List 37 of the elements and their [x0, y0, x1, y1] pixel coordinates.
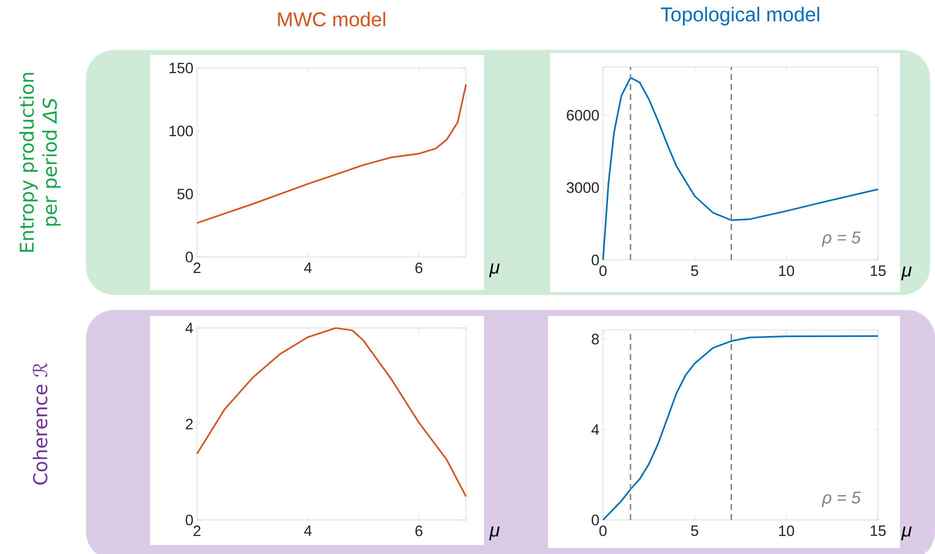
line-series	[196, 327, 467, 498]
x-tick-label: 6	[415, 262, 422, 274]
annotation: ρ = 5	[822, 232, 861, 247]
x-tick-label: 5	[691, 266, 698, 276]
x-tick-label: 5	[691, 526, 698, 536]
x-tick-label: 0	[599, 266, 607, 276]
annotation: ρ = 5	[822, 492, 861, 507]
x-tick-label: 0	[599, 526, 607, 536]
y-tick-label: 50	[177, 188, 193, 200]
x-axis-title: μ	[901, 266, 912, 280]
x-tick-label: 2	[194, 262, 200, 273]
x-tick-label: 4	[304, 526, 312, 536]
x-axis-title: μ	[489, 264, 500, 278]
y-tick-label: 8	[592, 334, 599, 344]
x-tick-label: 15	[870, 266, 886, 276]
chart-title: MWC model	[278, 12, 386, 26]
x-tick-label: 2	[194, 526, 200, 536]
y-tick-label: 6000	[566, 110, 599, 121]
y-tick-label: 0	[186, 252, 193, 262]
y-tick-label: 100	[170, 126, 193, 136]
x-tick-label: 4	[304, 262, 312, 273]
y-tick-label: 0	[592, 254, 599, 266]
y-tick-label: 4	[591, 424, 600, 435]
x-tick-label: 10	[779, 266, 794, 276]
x-tick-label: 10	[779, 526, 794, 536]
y-tick-label: 2	[186, 418, 193, 430]
y-tick-label: 3000	[566, 182, 599, 193]
chart-title: Topological model	[660, 6, 820, 26]
x-axis-title: μ	[901, 526, 912, 540]
x-tick-label: 15	[870, 526, 886, 536]
x-axis-title: μ	[489, 526, 500, 540]
x-tick-label: 6	[415, 526, 422, 536]
y-tick-label: 0	[592, 514, 599, 526]
y-tick-label: 0	[186, 514, 193, 526]
y-tick-label: 150	[170, 62, 193, 74]
y-axis-title: Coherence ℛ	[32, 362, 48, 485]
y-tick-label: 4	[185, 322, 194, 334]
